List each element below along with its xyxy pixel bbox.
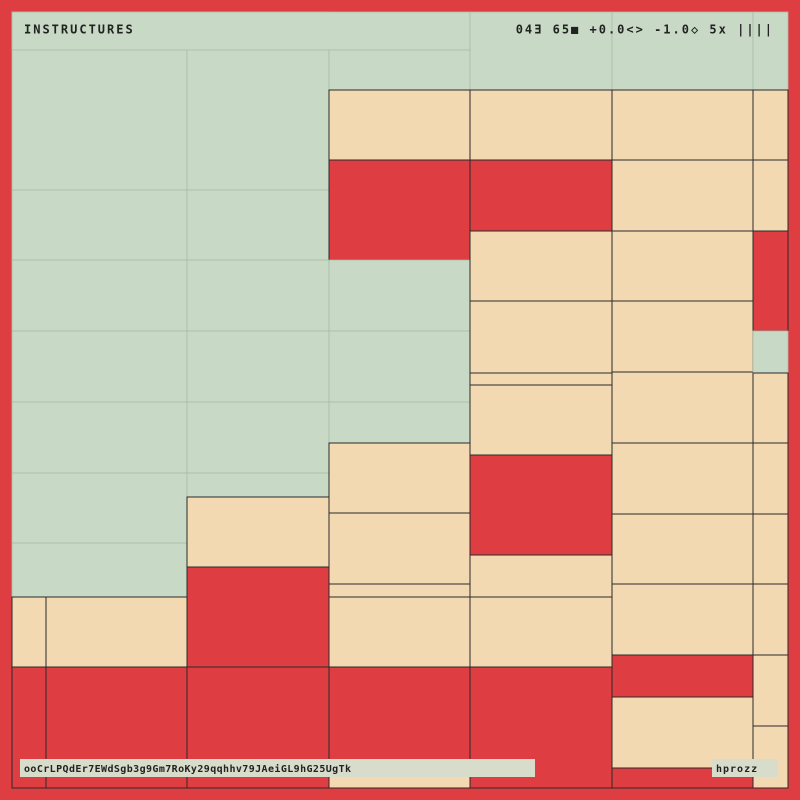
cell xyxy=(328,596,471,668)
cell xyxy=(752,654,789,727)
cell xyxy=(611,230,754,302)
cell xyxy=(611,371,754,444)
cell xyxy=(328,89,471,161)
cell xyxy=(328,583,471,598)
cell xyxy=(186,566,330,668)
cell xyxy=(611,696,754,769)
cell xyxy=(328,666,471,769)
code-background xyxy=(712,759,778,777)
cell xyxy=(611,159,754,232)
cell xyxy=(752,583,789,656)
cell xyxy=(469,454,613,556)
cell xyxy=(611,442,754,515)
cell xyxy=(752,513,789,585)
cell xyxy=(469,554,613,598)
cell xyxy=(186,330,330,403)
cell xyxy=(186,472,330,498)
cell xyxy=(186,259,330,332)
cell xyxy=(328,330,471,403)
cell xyxy=(186,496,330,568)
cell xyxy=(11,189,188,261)
cell xyxy=(611,300,754,373)
cell xyxy=(186,401,330,474)
cell xyxy=(611,513,754,585)
cell xyxy=(328,49,471,91)
cell xyxy=(11,596,47,668)
cell xyxy=(328,401,471,444)
cell xyxy=(11,11,471,51)
cell xyxy=(752,11,789,91)
cell xyxy=(752,372,789,444)
cell xyxy=(469,596,613,668)
cell xyxy=(469,372,613,386)
status: 04Ǝ 65■ +0.0<> -1.0◇ 5x |||| xyxy=(516,23,774,37)
cell xyxy=(469,159,613,232)
cell xyxy=(11,542,188,598)
cell xyxy=(328,159,471,261)
cell xyxy=(186,189,330,261)
cell xyxy=(11,330,188,403)
seed-background xyxy=(20,759,535,777)
cell xyxy=(469,11,613,91)
cell xyxy=(328,512,471,585)
cell xyxy=(752,230,789,332)
cell xyxy=(328,259,471,332)
cell xyxy=(11,472,188,544)
cell xyxy=(752,442,789,515)
cell xyxy=(752,159,789,232)
cell xyxy=(469,230,613,302)
cell xyxy=(469,384,613,456)
cell xyxy=(752,725,789,789)
cell xyxy=(611,654,754,698)
code: hprozz xyxy=(716,764,758,775)
cell xyxy=(469,89,613,161)
cells xyxy=(11,11,789,789)
cell xyxy=(611,89,754,161)
cell xyxy=(611,583,754,656)
cell xyxy=(328,442,471,514)
cell xyxy=(11,259,188,332)
seed: ooCrLPQdEr7EWdSgb3g9Gm7RoKy29qqhhv79JAei… xyxy=(24,763,351,775)
cell xyxy=(752,89,789,161)
cell xyxy=(752,330,789,374)
cell xyxy=(469,300,613,374)
title: INSTRUCTURES xyxy=(24,23,135,37)
cell xyxy=(11,401,188,474)
cell xyxy=(45,596,188,668)
